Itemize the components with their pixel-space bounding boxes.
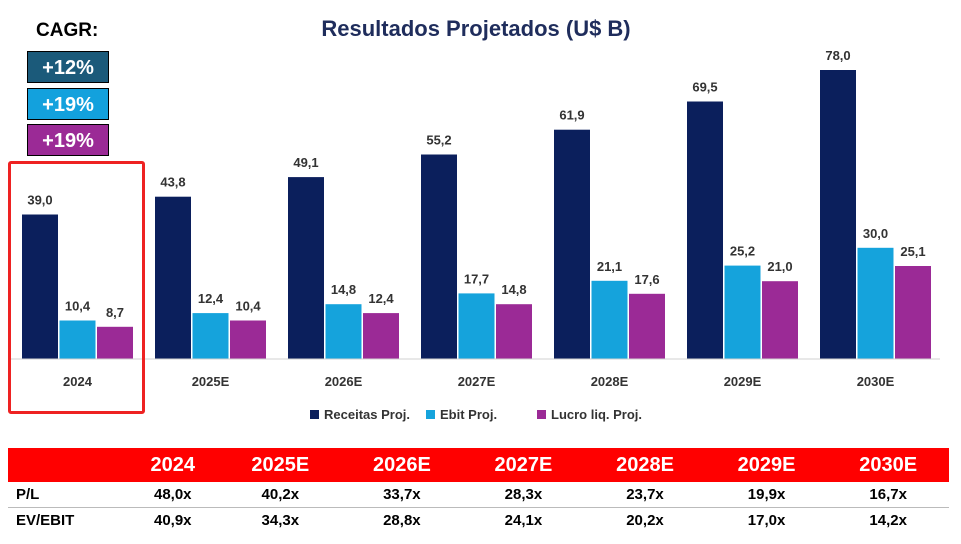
table-row-ev-ebit: EV/EBIT 40,9x 34,3x 28,8x 24,1x 20,2x 17…: [8, 508, 949, 534]
bar-ebit-2025e: [192, 313, 229, 359]
chart-title: Resultados Projetados (U$ B): [321, 16, 630, 41]
data-label-ebit-2030e: 30,0: [863, 226, 888, 241]
valuation-col-2027e: 2027E: [462, 448, 585, 482]
x-tick-2025e: 2025E: [192, 374, 230, 389]
cagr-receitas-badge: +12%: [27, 51, 109, 83]
legend-swatch-lucro: [537, 410, 546, 419]
cagr-title: CAGR:: [36, 20, 99, 41]
bar-ebit-2030e: [857, 247, 894, 359]
table-cell: 40,2x: [219, 482, 342, 508]
data-label-ebit-2028e: 21,1: [597, 259, 622, 274]
bar-receitas-2028e: [554, 129, 590, 359]
data-label-receitas-2027e: 55,2: [426, 133, 451, 148]
data-label-lucro-2024: 8,7: [106, 305, 124, 320]
cagr-lucro-badge: +19%: [27, 124, 109, 156]
x-tick-labels: 2024 2025E 2026E 2027E 2028E 2029E 2030E: [63, 374, 895, 389]
data-label-receitas-2028e: 61,9: [559, 108, 584, 123]
table-cell: 19,9x: [705, 482, 828, 508]
bar-ebit-2029e: [724, 265, 761, 359]
data-label-lucro-2028e: 17,6: [634, 272, 659, 287]
valuation-table: 2024 2025E 2026E 2027E 2028E 2029E 2030E…: [8, 448, 949, 533]
table-cell: 23,7x: [584, 482, 706, 508]
valuation-col-2024: 2024: [126, 448, 220, 482]
legend-swatch-ebit: [426, 410, 435, 419]
data-label-receitas-2030e: 78,0: [825, 48, 850, 63]
table-cell: 48,0x: [126, 482, 220, 508]
bar-lucro-2030e: [895, 266, 931, 359]
table-cell: 16,7x: [827, 482, 949, 508]
table-cell: 20,2x: [626, 512, 664, 529]
x-tick-2028e: 2028E: [591, 374, 629, 389]
table-cell: 34,3x: [261, 512, 300, 529]
bar-lucro-2027e: [496, 304, 532, 359]
bar-receitas-2026e: [288, 177, 324, 359]
table-cell: 17,0x: [747, 512, 786, 529]
legend-label-lucro: Lucro liq. Proj.: [551, 407, 642, 422]
bar-lucro-2024: [97, 326, 133, 359]
table-cell: 33,7x: [341, 482, 463, 508]
data-label-ebit-2024: 10,4: [65, 299, 91, 314]
valuation-col-2029e: 2029E: [705, 448, 828, 482]
data-label-receitas-2024: 39,0: [27, 193, 52, 208]
valuation-header-row: 2024 2025E 2026E 2027E 2028E 2029E 2030E: [8, 448, 949, 482]
valuation-col-2028e: 2028E: [584, 448, 706, 482]
bar-lucro-2025e: [230, 320, 266, 359]
projected-results-chart: Resultados Projetados (U$ B) 39,0 10,4 8,7…: [8, 16, 940, 422]
bar-lucro-2029e: [762, 281, 798, 359]
table-cell: 28,8x: [383, 512, 421, 529]
bar-receitas-2025e: [155, 196, 191, 359]
bar-label-group: 39,0 10,4 8,7 43,8 12,4 10,4 49,1 14,8 12,4 55,2 1…: [27, 48, 925, 320]
cagr-ebit-badge: +19%: [27, 88, 109, 120]
valuation-header-label: [8, 448, 126, 482]
data-label-receitas-2025e: 43,8: [160, 175, 185, 190]
bar-lucro-2026e: [363, 313, 399, 359]
table-cell: 28,3x: [462, 482, 585, 508]
row-label: P/L: [8, 482, 126, 508]
bar-ebit-2028e: [591, 280, 628, 359]
x-tick-2029e: 2029E: [724, 374, 762, 389]
bar-receitas-2024: [22, 214, 58, 359]
x-tick-2027e: 2027E: [458, 374, 496, 389]
x-tick-2026e: 2026E: [325, 374, 363, 389]
table-cell: 24,1x: [504, 512, 543, 529]
bar-receitas-2027e: [421, 154, 457, 359]
bar-lucro-2028e: [629, 293, 665, 359]
data-label-lucro-2027e: 14,8: [501, 282, 526, 297]
highlight-2024-box: [8, 161, 145, 414]
bar-receitas-2030e: [820, 70, 856, 359]
table-cell: 14,2x: [869, 512, 907, 529]
data-label-ebit-2026e: 14,8: [331, 282, 356, 297]
data-label-ebit-2025e: 12,4: [198, 291, 224, 306]
row-label: EV/EBIT: [16, 512, 75, 529]
valuation-col-2026e: 2026E: [341, 448, 463, 482]
bar-group: [22, 70, 931, 359]
x-tick-2024: 2024: [63, 374, 93, 389]
data-label-receitas-2029e: 69,5: [692, 80, 717, 95]
table-row-pl: P/L 48,0x 40,2x 33,7x 28,3x 23,7x 19,9x …: [8, 482, 949, 508]
legend-swatch-receitas: [310, 410, 319, 419]
bar-receitas-2029e: [687, 101, 723, 359]
data-label-lucro-2025e: 10,4: [235, 299, 261, 314]
valuation-col-2030e: 2030E: [827, 448, 949, 482]
data-label-lucro-2026e: 12,4: [368, 291, 394, 306]
bar-ebit-2024: [59, 320, 96, 359]
valuation-col-2025e: 2025E: [219, 448, 342, 482]
data-label-lucro-2029e: 21,0: [767, 259, 792, 274]
data-label-receitas-2026e: 49,1: [293, 155, 318, 170]
bar-ebit-2026e: [325, 304, 362, 359]
legend-label-ebit: Ebit Proj.: [440, 407, 497, 422]
data-label-ebit-2029e: 25,2: [730, 244, 755, 259]
x-tick-2030e: 2030E: [857, 374, 895, 389]
data-label-ebit-2027e: 17,7: [464, 271, 489, 286]
legend: Receitas Proj. Ebit Proj. Lucro liq. Proj.: [310, 407, 642, 422]
table-cell: 40,9x: [153, 512, 192, 529]
data-label-lucro-2030e: 25,1: [900, 244, 925, 259]
legend-label-receitas: Receitas Proj.: [324, 407, 410, 422]
bar-ebit-2027e: [458, 293, 495, 359]
